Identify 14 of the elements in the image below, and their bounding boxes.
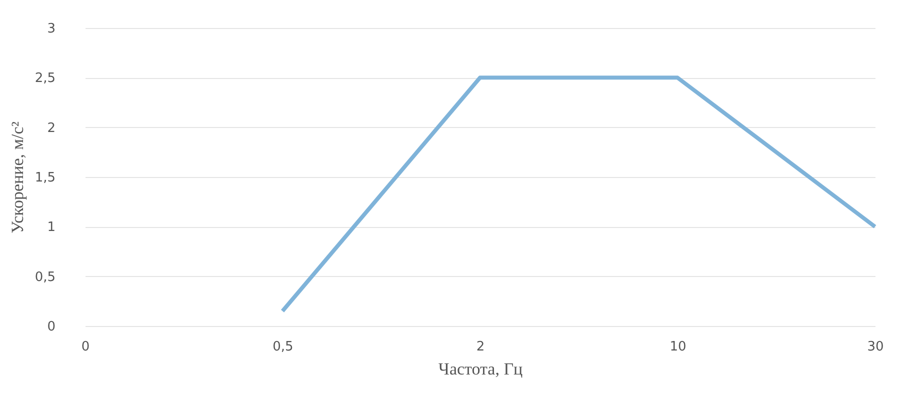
y-tick-label: 1 — [47, 220, 56, 236]
x-tick-label: 30 — [867, 340, 884, 354]
y-tick-label: 2 — [47, 120, 56, 136]
y-tick-label: 0 — [47, 320, 56, 334]
x-tick-label: 2 — [476, 340, 485, 354]
y-tick-label: 1,5 — [34, 170, 56, 186]
x-tick-label: 0 — [81, 340, 90, 354]
y-tick-label: 0,5 — [34, 270, 56, 285]
y-tick-label: 3 — [47, 22, 56, 36]
x-tick-label: 0,5 — [272, 340, 294, 354]
x-tick-label: 10 — [670, 340, 686, 354]
x-axis-title: Частота, Гц — [438, 360, 523, 378]
y-tick-label: 2,5 — [34, 71, 56, 86]
y-axis-title: Ускорение, м/с² — [8, 122, 27, 234]
